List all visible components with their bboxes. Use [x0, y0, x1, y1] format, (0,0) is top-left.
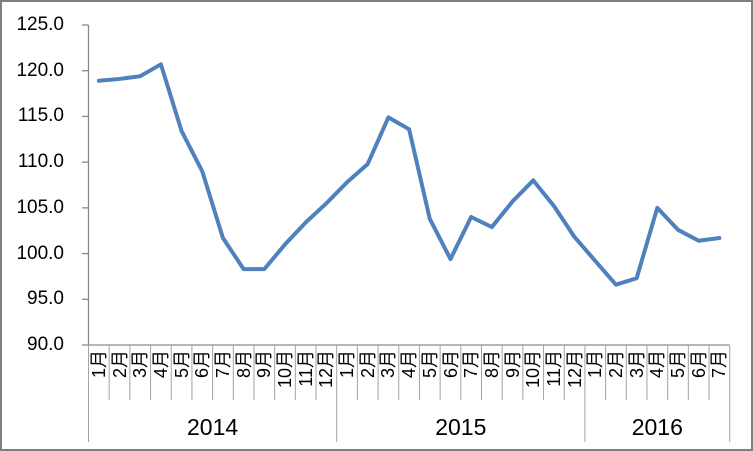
month-label: 10月 [275, 350, 295, 389]
month-label: 4月 [399, 350, 420, 379]
year-label: 2015 [435, 414, 487, 440]
y-tick-label: 110.0 [17, 151, 64, 173]
y-tick-label: 95.0 [27, 288, 64, 310]
month-label: 7月 [461, 350, 482, 379]
month-label: 8月 [233, 350, 254, 379]
month-label: 6月 [440, 350, 461, 379]
month-label: 1月 [88, 350, 109, 379]
month-label: 7月 [212, 350, 233, 379]
month-label: 2月 [357, 350, 378, 379]
y-tick-label: 115.0 [17, 105, 64, 127]
month-label: 4月 [647, 350, 668, 379]
month-label: 8月 [481, 350, 502, 379]
month-label: 11月 [295, 350, 316, 387]
year-label: 2014 [187, 414, 239, 440]
month-label: 3月 [130, 350, 151, 379]
month-label: 11月 [543, 350, 564, 387]
year-label: 2016 [631, 414, 683, 440]
y-tick-label: 120.0 [16, 59, 64, 81]
y-tick-label: 105.0 [16, 196, 64, 218]
month-label: 6月 [688, 350, 709, 379]
month-label: 3月 [626, 350, 647, 379]
month-label: 1月 [585, 350, 606, 379]
month-label: 5月 [668, 350, 688, 379]
month-label: 2月 [605, 350, 626, 379]
month-label: 5月 [171, 350, 192, 379]
month-label: 12月 [316, 350, 337, 389]
y-tick-label: 90.0 [27, 334, 64, 355]
month-label: 9月 [254, 350, 275, 379]
month-label: 1月 [337, 350, 357, 379]
y-tick-label: 100.0 [16, 242, 64, 264]
data-series-line [96, 62, 722, 287]
month-label: 5月 [419, 350, 440, 379]
month-label: 7月 [709, 350, 730, 379]
month-label: 6月 [192, 350, 213, 379]
y-tick-label: 125.0 [16, 14, 64, 35]
month-label: 12月 [564, 350, 585, 389]
month-label: 3月 [378, 350, 399, 379]
month-label: 2月 [109, 350, 130, 379]
month-label: 4月 [150, 350, 171, 379]
month-label: 10月 [523, 350, 544, 389]
month-label: 9月 [502, 350, 523, 379]
